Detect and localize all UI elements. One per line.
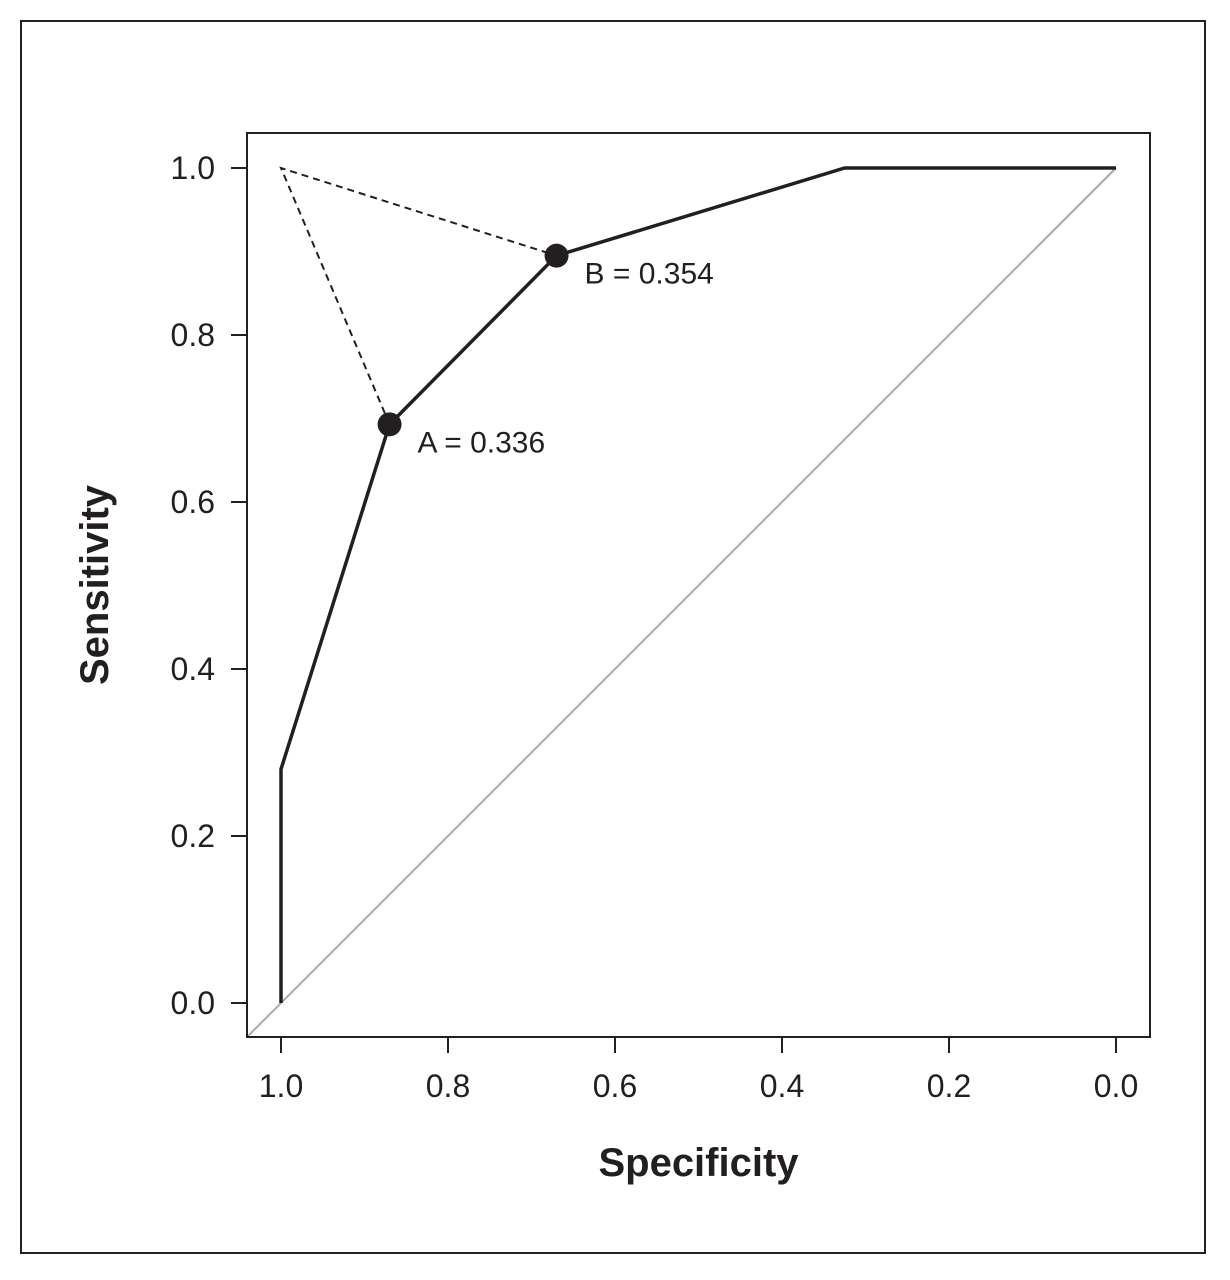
x-tick-label: 0.0 [1094, 1068, 1138, 1104]
points-layer: A = 0.336 B = 0.354 [377, 243, 714, 459]
y-axis-ticks: 0.0 0.2 0.4 0.6 0.8 1.0 [171, 150, 247, 1021]
y-tick-label: 0.0 [171, 985, 215, 1021]
y-tick-label: 1.0 [171, 150, 215, 186]
x-tick-label: 0.6 [593, 1068, 637, 1104]
roc-curve-line [279, 166, 1116, 1003]
cutoff-point-marker [544, 243, 569, 268]
x-tick-label: 1.0 [259, 1068, 303, 1104]
x-axis-title: Specificity [598, 1141, 799, 1185]
x-tick-label: 0.8 [426, 1068, 470, 1104]
reference-diagonal-line [246, 167, 1117, 1038]
reference-line-layer [246, 167, 1117, 1038]
cutoff-point-label: A = 0.336 [418, 426, 546, 459]
dashed-distance-layer [279, 166, 557, 425]
x-tick-label: 0.4 [760, 1068, 804, 1104]
figure-frame [20, 20, 1206, 1254]
y-axis-title: Sensitivity [73, 484, 117, 685]
y-tick-label: 0.6 [171, 484, 215, 520]
plot-area-border [246, 132, 1151, 1038]
cutoff-point-marker [377, 412, 402, 437]
y-tick-label: 0.4 [171, 651, 215, 687]
x-tick-label: 0.2 [927, 1068, 971, 1104]
cutoff-point-label: B = 0.354 [585, 258, 714, 291]
y-tick-label: 0.8 [171, 317, 215, 353]
dashed-distance-line [279, 166, 557, 425]
y-tick-label: 0.2 [171, 818, 215, 854]
roc-curve-layer [279, 166, 1116, 1003]
x-axis-ticks: 1.0 0.8 0.6 0.4 0.2 0.0 [259, 1037, 1138, 1104]
